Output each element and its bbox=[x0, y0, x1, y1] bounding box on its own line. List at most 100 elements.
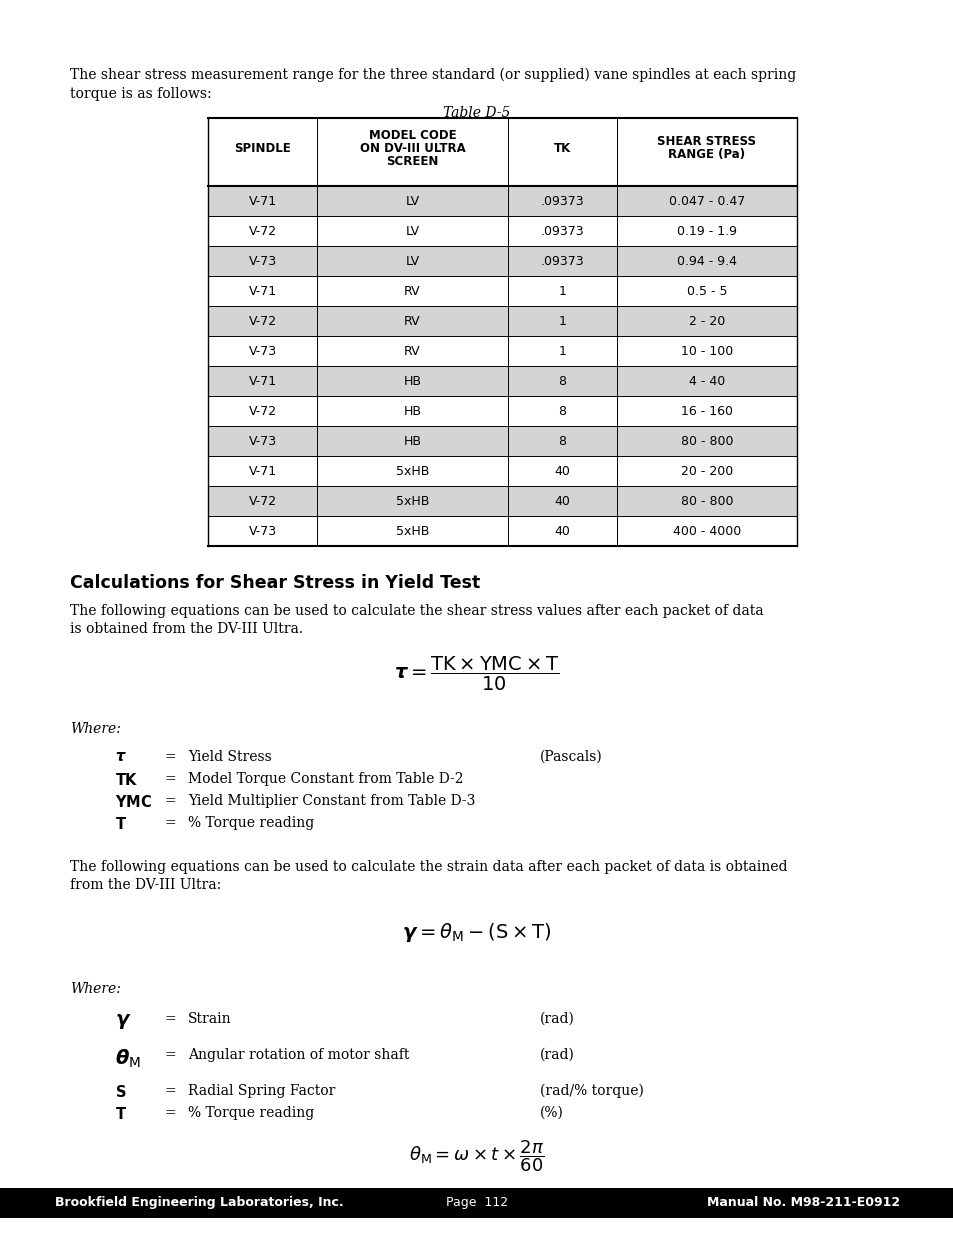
Text: LV: LV bbox=[405, 254, 419, 268]
Text: % Torque reading: % Torque reading bbox=[188, 1107, 314, 1120]
Text: Table D-5: Table D-5 bbox=[443, 106, 510, 120]
Text: Strain: Strain bbox=[188, 1011, 232, 1026]
Text: =: = bbox=[165, 816, 176, 830]
Text: torque is as follows:: torque is as follows: bbox=[70, 86, 212, 101]
Bar bbox=[208, 306, 796, 336]
Text: (%): (%) bbox=[539, 1107, 563, 1120]
Text: 8: 8 bbox=[558, 435, 566, 447]
Text: 1: 1 bbox=[558, 315, 566, 327]
Text: (rad/% torque): (rad/% torque) bbox=[539, 1084, 643, 1098]
Text: SHEAR STRESS: SHEAR STRESS bbox=[657, 135, 756, 148]
Text: 8: 8 bbox=[558, 374, 566, 388]
Text: Calculations for Shear Stress in Yield Test: Calculations for Shear Stress in Yield T… bbox=[70, 574, 479, 592]
Text: $\boldsymbol{\theta}_\mathrm{M}$: $\boldsymbol{\theta}_\mathrm{M}$ bbox=[115, 1049, 141, 1071]
Text: 1: 1 bbox=[558, 284, 566, 298]
Bar bbox=[208, 426, 796, 456]
Text: 5xHB: 5xHB bbox=[395, 525, 429, 537]
Text: 0.047 - 0.47: 0.047 - 0.47 bbox=[668, 194, 744, 207]
Text: HB: HB bbox=[403, 374, 421, 388]
Text: The following equations can be used to calculate the shear stress values after e: The following equations can be used to c… bbox=[70, 604, 762, 618]
Text: V-73: V-73 bbox=[248, 345, 276, 357]
Bar bbox=[208, 246, 796, 275]
Text: HB: HB bbox=[403, 405, 421, 417]
Text: MODEL CODE: MODEL CODE bbox=[368, 128, 456, 142]
Text: 40: 40 bbox=[554, 464, 570, 478]
Bar bbox=[208, 487, 796, 516]
Text: from the DV-III Ultra:: from the DV-III Ultra: bbox=[70, 878, 221, 892]
Text: =: = bbox=[165, 794, 176, 808]
Text: 5xHB: 5xHB bbox=[395, 464, 429, 478]
Text: $\boldsymbol{\tau}$: $\boldsymbol{\tau}$ bbox=[115, 750, 127, 764]
Text: 0.19 - 1.9: 0.19 - 1.9 bbox=[677, 225, 737, 237]
Bar bbox=[208, 186, 796, 216]
Text: 40: 40 bbox=[554, 525, 570, 537]
Text: =: = bbox=[165, 1049, 176, 1062]
Text: HB: HB bbox=[403, 435, 421, 447]
Text: (rad): (rad) bbox=[539, 1049, 575, 1062]
Text: 4 - 40: 4 - 40 bbox=[688, 374, 724, 388]
Text: LV: LV bbox=[405, 194, 419, 207]
Bar bbox=[208, 366, 796, 396]
Text: Model Torque Constant from Table D-2: Model Torque Constant from Table D-2 bbox=[188, 772, 463, 785]
Text: $\boldsymbol{\tau} = \dfrac{\mathrm{TK \times YMC \times T}}{10}$: $\boldsymbol{\tau} = \dfrac{\mathrm{TK \… bbox=[394, 655, 559, 693]
Text: LV: LV bbox=[405, 225, 419, 237]
Text: =: = bbox=[165, 772, 176, 785]
Text: $\mathbf{S}$: $\mathbf{S}$ bbox=[115, 1084, 127, 1100]
Text: .09373: .09373 bbox=[540, 254, 583, 268]
Text: .09373: .09373 bbox=[540, 225, 583, 237]
Text: Yield Multiplier Constant from Table D-3: Yield Multiplier Constant from Table D-3 bbox=[188, 794, 475, 808]
Text: RV: RV bbox=[404, 315, 420, 327]
Text: The following equations can be used to calculate the strain data after each pack: The following equations can be used to c… bbox=[70, 860, 786, 874]
Text: $\boldsymbol{\gamma} = \theta_\mathrm{M} - (\mathrm{S \times T})$: $\boldsymbol{\gamma} = \theta_\mathrm{M}… bbox=[402, 920, 551, 944]
Text: RANGE (Pa): RANGE (Pa) bbox=[668, 148, 745, 161]
Text: 16 - 160: 16 - 160 bbox=[680, 405, 732, 417]
Text: RV: RV bbox=[404, 284, 420, 298]
Text: Yield Stress: Yield Stress bbox=[188, 750, 272, 764]
Text: =: = bbox=[165, 1011, 176, 1026]
Text: $\mathbf{T}$: $\mathbf{T}$ bbox=[115, 1107, 127, 1123]
Text: V-71: V-71 bbox=[248, 194, 276, 207]
Text: Where:: Where: bbox=[70, 722, 121, 736]
Text: V-71: V-71 bbox=[248, 374, 276, 388]
Text: $\boldsymbol{\gamma}$: $\boldsymbol{\gamma}$ bbox=[115, 1011, 132, 1031]
Text: Brookfield Engineering Laboratories, Inc.: Brookfield Engineering Laboratories, Inc… bbox=[55, 1197, 343, 1209]
Text: 80 - 800: 80 - 800 bbox=[680, 435, 733, 447]
Text: (rad): (rad) bbox=[539, 1011, 575, 1026]
Text: Angular rotation of motor shaft: Angular rotation of motor shaft bbox=[188, 1049, 409, 1062]
Text: TK: TK bbox=[554, 142, 571, 154]
Text: =: = bbox=[165, 1107, 176, 1120]
Text: 20 - 200: 20 - 200 bbox=[680, 464, 732, 478]
Text: 80 - 800: 80 - 800 bbox=[680, 494, 733, 508]
Text: RV: RV bbox=[404, 345, 420, 357]
Text: (Pascals): (Pascals) bbox=[539, 750, 602, 764]
Text: 0.94 - 9.4: 0.94 - 9.4 bbox=[677, 254, 737, 268]
Text: The shear stress measurement range for the three standard (or supplied) vane spi: The shear stress measurement range for t… bbox=[70, 68, 796, 83]
Text: 1: 1 bbox=[558, 345, 566, 357]
Text: 0.5 - 5: 0.5 - 5 bbox=[686, 284, 726, 298]
Text: =: = bbox=[165, 1084, 176, 1098]
Text: Where:: Where: bbox=[70, 982, 121, 995]
Text: 8: 8 bbox=[558, 405, 566, 417]
Text: $\mathbf{T}$: $\mathbf{T}$ bbox=[115, 816, 127, 832]
Text: is obtained from the DV-III Ultra.: is obtained from the DV-III Ultra. bbox=[70, 622, 303, 636]
Text: Page  112: Page 112 bbox=[445, 1197, 508, 1209]
Text: 5xHB: 5xHB bbox=[395, 494, 429, 508]
Text: $\theta_\mathrm{M} = \omega \times t \times \dfrac{2\pi}{60}$: $\theta_\mathrm{M} = \omega \times t \ti… bbox=[409, 1139, 544, 1173]
Text: V-72: V-72 bbox=[248, 315, 276, 327]
Text: V-72: V-72 bbox=[248, 225, 276, 237]
Text: $\mathbf{YMC}$: $\mathbf{YMC}$ bbox=[115, 794, 152, 810]
Text: SCREEN: SCREEN bbox=[386, 154, 438, 168]
Text: V-72: V-72 bbox=[248, 405, 276, 417]
Text: V-71: V-71 bbox=[248, 284, 276, 298]
Text: $\mathbf{TK}$: $\mathbf{TK}$ bbox=[115, 772, 138, 788]
Text: =: = bbox=[165, 750, 176, 764]
Text: V-73: V-73 bbox=[248, 254, 276, 268]
Text: V-73: V-73 bbox=[248, 435, 276, 447]
Text: Manual No. M98-211-E0912: Manual No. M98-211-E0912 bbox=[706, 1197, 899, 1209]
Text: SPINDLE: SPINDLE bbox=[233, 142, 291, 154]
Text: V-73: V-73 bbox=[248, 525, 276, 537]
Text: 10 - 100: 10 - 100 bbox=[680, 345, 732, 357]
Text: 400 - 4000: 400 - 4000 bbox=[672, 525, 740, 537]
Text: .09373: .09373 bbox=[540, 194, 583, 207]
Text: % Torque reading: % Torque reading bbox=[188, 816, 314, 830]
